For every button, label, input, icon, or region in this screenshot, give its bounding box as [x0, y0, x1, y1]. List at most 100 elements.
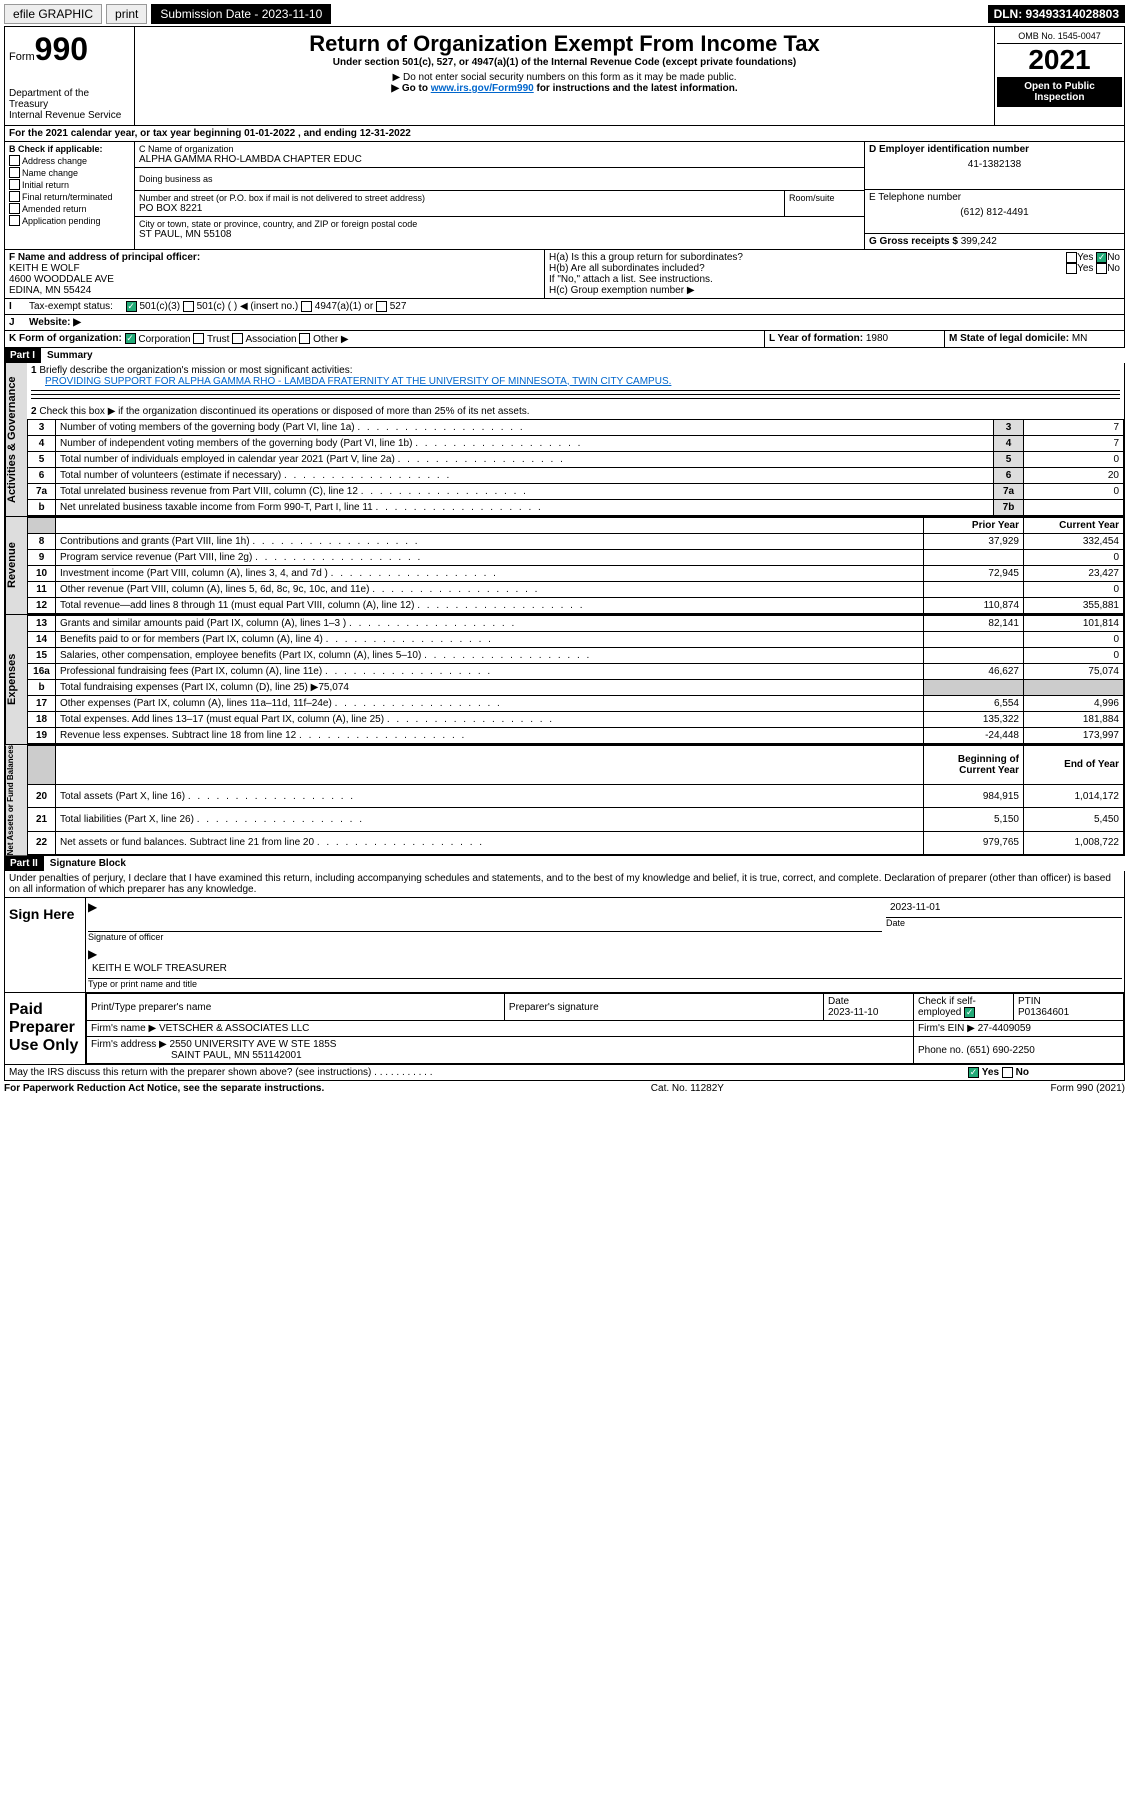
prior-val [924, 679, 1024, 695]
pdate-val: 2023-11-10 [828, 1007, 878, 1018]
ein: 41-1382138 [869, 159, 1120, 170]
prior-val: 110,874 [924, 597, 1024, 613]
subtitle-3b: for instructions and the latest informat… [534, 83, 738, 94]
b-checkbox[interactable] [9, 191, 20, 202]
prior-val: 979,765 [924, 831, 1024, 854]
hb-label: H(b) Are all subordinates included? [549, 263, 705, 274]
i-checkbox[interactable] [126, 301, 137, 312]
signature-block: Sign Here ▶Signature of officer 2023-11-… [4, 898, 1125, 1065]
form-number: 990 [35, 31, 88, 67]
line-val: 0 [1024, 451, 1124, 467]
k-option: Association [245, 334, 296, 345]
b-checkbox[interactable] [9, 215, 20, 226]
curr-val: 332,454 [1024, 533, 1124, 549]
b-checkbox[interactable] [9, 179, 20, 190]
i-letter: I [5, 299, 25, 314]
print-button[interactable]: print [106, 4, 147, 24]
prior-val [924, 549, 1024, 565]
line-num: 16a [28, 663, 56, 679]
firm-name: VETSCHER & ASSOCIATES LLC [159, 1023, 309, 1034]
ha-yes-checkbox[interactable] [1066, 252, 1077, 263]
e-label: E Telephone number [869, 192, 1120, 203]
i-checkbox[interactable] [183, 301, 194, 312]
i-checkbox[interactable] [376, 301, 387, 312]
section-fh: F Name and address of principal officer:… [4, 250, 1125, 299]
self-emp-checkbox[interactable] [964, 1007, 975, 1018]
paid-preparer-label: Paid Preparer Use Only [5, 993, 85, 1064]
line-box: 6 [994, 467, 1024, 483]
firm-addr2: SAINT PAUL, MN 551142001 [171, 1050, 302, 1061]
i-option: 527 [390, 301, 407, 312]
officer-name: KEITH E WOLF [9, 263, 540, 274]
col-prior: Beginning of Current Year [924, 745, 1024, 784]
efile-label: efile GRAPHIC [4, 4, 102, 24]
line-num: 13 [28, 615, 56, 631]
subtitle-2: ▶ Do not enter social security numbers o… [139, 72, 990, 83]
j-label: Website: ▶ [25, 315, 1124, 330]
open-public: Open to Public Inspection [997, 77, 1122, 107]
q1: Briefly describe the organization's miss… [39, 365, 352, 376]
officer-typed: KEITH E WOLF TREASURER [88, 961, 1122, 979]
hb-no-checkbox[interactable] [1096, 263, 1107, 274]
curr-val: 1,014,172 [1024, 784, 1124, 807]
may-discuss: May the IRS discuss this return with the… [9, 1067, 371, 1078]
q2: Check this box ▶ if the organization dis… [39, 406, 529, 417]
k-checkbox[interactable] [193, 333, 204, 344]
line-text: Number of independent voting members of … [56, 435, 994, 451]
k-label: K Form of organization: [9, 334, 122, 345]
line-num: 8 [28, 533, 56, 549]
fphone: (651) 690-2250 [966, 1045, 1034, 1056]
line-text: Total fundraising expenses (Part IX, col… [56, 679, 924, 695]
k-checkbox[interactable] [125, 333, 136, 344]
col-curr: Current Year [1024, 517, 1124, 533]
arrow-icon: ▶ [88, 900, 97, 914]
line-num: b [28, 499, 56, 515]
may-yes-checkbox[interactable] [968, 1067, 979, 1078]
line-box: 7a [994, 483, 1024, 499]
line-box: 4 [994, 435, 1024, 451]
dba-label: Doing business as [139, 174, 860, 184]
arrow-icon: ▶ [88, 947, 97, 961]
line-val: 7 [1024, 435, 1124, 451]
mission-text: PROVIDING SUPPORT FOR ALPHA GAMMA RHO - … [45, 376, 671, 387]
b-option: Amended return [22, 204, 87, 214]
k-checkbox[interactable] [299, 333, 310, 344]
ha-no-checkbox[interactable] [1096, 252, 1107, 263]
line-text: Grants and similar amounts paid (Part IX… [56, 615, 924, 631]
i-checkbox[interactable] [301, 301, 312, 312]
side-expenses: Expenses [5, 615, 27, 744]
line-num: 15 [28, 647, 56, 663]
net-assets-table: Beginning of Current YearEnd of Year20To… [27, 745, 1124, 855]
domicile: MN [1072, 333, 1088, 344]
curr-val: 173,997 [1024, 727, 1124, 743]
prior-val: 46,627 [924, 663, 1024, 679]
tax-year: 2021 [997, 44, 1122, 76]
curr-val: 181,884 [1024, 711, 1124, 727]
cat-no: Cat. No. 11282Y [651, 1083, 724, 1094]
curr-val: 355,881 [1024, 597, 1124, 613]
line-text: Total number of volunteers (estimate if … [56, 467, 994, 483]
line-num: b [28, 679, 56, 695]
line-text: Total liabilities (Part X, line 26) [56, 808, 924, 831]
b-checkbox[interactable] [9, 155, 20, 166]
line-text: Total expenses. Add lines 13–17 (must eq… [56, 711, 924, 727]
line-num: 12 [28, 597, 56, 613]
section-bcdeg: B Check if applicable: Address changeNam… [4, 142, 1125, 250]
k-checkbox[interactable] [232, 333, 243, 344]
prior-val: 72,945 [924, 565, 1024, 581]
may-no-checkbox[interactable] [1002, 1067, 1013, 1078]
line-text: Total unrelated business revenue from Pa… [56, 483, 994, 499]
prior-val: 6,554 [924, 695, 1024, 711]
line-num: 21 [28, 808, 56, 831]
curr-val [1024, 679, 1124, 695]
pth-label: Print/Type preparer's name [87, 993, 505, 1020]
b-checkbox[interactable] [9, 203, 20, 214]
irs-link[interactable]: www.irs.gov/Form990 [431, 83, 534, 94]
hb-yes-checkbox[interactable] [1066, 263, 1077, 274]
prior-val: 82,141 [924, 615, 1024, 631]
side-net: Net Assets or Fund Balances [5, 745, 27, 855]
line-box: 7b [994, 499, 1024, 515]
b-checkbox[interactable] [9, 167, 20, 178]
expenses-table: 13Grants and similar amounts paid (Part … [27, 615, 1124, 744]
part1-sub: Summary [41, 348, 99, 363]
